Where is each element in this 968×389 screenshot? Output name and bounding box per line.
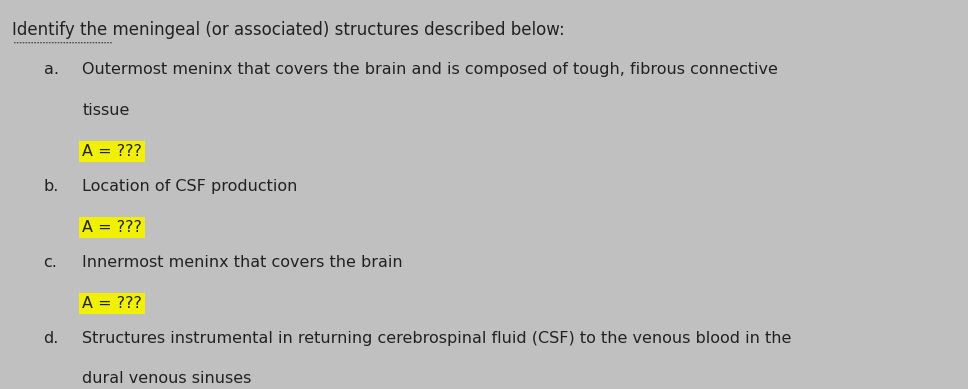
Text: Identify the meningeal (or associated) structures described below:: Identify the meningeal (or associated) s…	[12, 21, 564, 39]
Text: Innermost meninx that covers the brain: Innermost meninx that covers the brain	[82, 255, 403, 270]
Text: A = ???: A = ???	[82, 144, 142, 159]
Text: b.: b.	[44, 179, 59, 194]
Text: A = ???: A = ???	[82, 220, 142, 235]
Text: Location of CSF production: Location of CSF production	[82, 179, 297, 194]
Text: a.: a.	[44, 62, 58, 77]
Text: tissue: tissue	[82, 103, 130, 118]
Text: dural venous sinuses: dural venous sinuses	[82, 371, 252, 387]
Text: Structures instrumental in returning cerebrospinal fluid (CSF) to the venous blo: Structures instrumental in returning cer…	[82, 331, 792, 346]
Text: d.: d.	[44, 331, 59, 346]
Text: A = ???: A = ???	[82, 296, 142, 311]
Text: Outermost meninx that covers the brain and is composed of tough, fibrous connect: Outermost meninx that covers the brain a…	[82, 62, 778, 77]
Text: c.: c.	[44, 255, 57, 270]
